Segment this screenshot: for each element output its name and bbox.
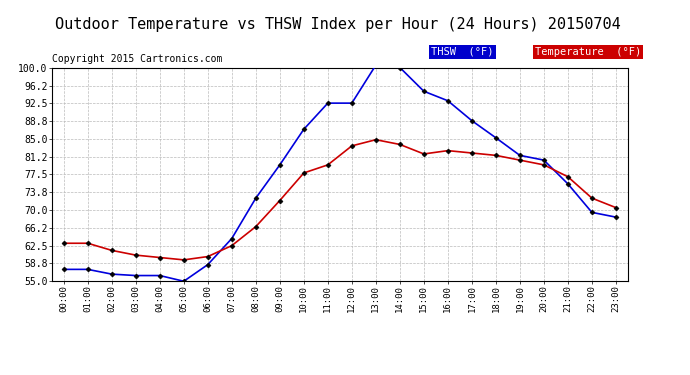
Text: Outdoor Temperature vs THSW Index per Hour (24 Hours) 20150704: Outdoor Temperature vs THSW Index per Ho… xyxy=(55,17,621,32)
Text: Temperature  (°F): Temperature (°F) xyxy=(535,47,641,57)
Text: Copyright 2015 Cartronics.com: Copyright 2015 Cartronics.com xyxy=(52,54,222,64)
Text: THSW  (°F): THSW (°F) xyxy=(431,47,494,57)
